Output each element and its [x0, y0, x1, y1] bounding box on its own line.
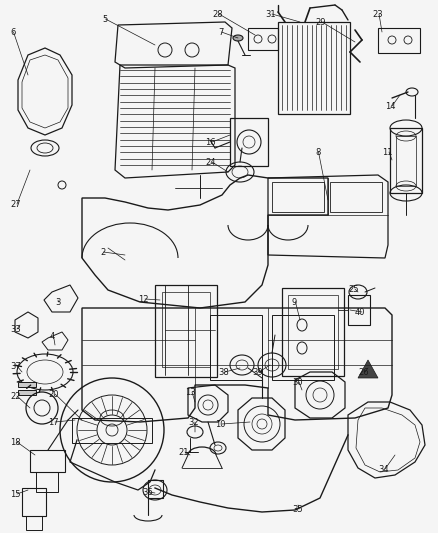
Bar — [272, 315, 334, 380]
Bar — [18, 382, 36, 387]
Bar — [162, 292, 210, 367]
Bar — [22, 488, 46, 516]
Text: 13: 13 — [185, 388, 196, 397]
Bar — [396, 136, 416, 186]
Polygon shape — [358, 360, 378, 378]
Text: 5: 5 — [102, 15, 107, 24]
Bar — [282, 288, 344, 376]
Bar — [248, 28, 278, 50]
Bar — [288, 295, 338, 369]
Text: 26: 26 — [358, 368, 369, 377]
Text: 12: 12 — [138, 295, 148, 304]
Text: 20: 20 — [48, 390, 59, 399]
Ellipse shape — [233, 35, 243, 41]
Text: 15: 15 — [10, 490, 21, 499]
Bar — [30, 450, 65, 472]
Bar — [72, 418, 152, 443]
Text: 14: 14 — [385, 102, 396, 111]
Text: 24: 24 — [205, 158, 215, 167]
Bar — [210, 315, 262, 380]
Text: 37: 37 — [10, 362, 21, 371]
Text: 27: 27 — [10, 200, 21, 209]
Bar — [272, 182, 324, 212]
Text: 34: 34 — [378, 465, 389, 474]
Bar — [148, 480, 163, 498]
Text: 11: 11 — [382, 148, 392, 157]
Text: 30: 30 — [292, 378, 303, 387]
Text: 40: 40 — [355, 308, 365, 317]
Text: 36: 36 — [142, 488, 153, 497]
Text: 38: 38 — [218, 368, 229, 377]
Text: 10: 10 — [215, 420, 226, 429]
Text: 2: 2 — [100, 248, 105, 257]
Bar — [230, 118, 268, 166]
Bar — [36, 472, 58, 492]
Text: 32: 32 — [188, 418, 198, 427]
Text: 18: 18 — [10, 438, 21, 447]
Text: 21: 21 — [178, 448, 188, 457]
Text: 31: 31 — [265, 10, 276, 19]
Text: 17: 17 — [48, 418, 59, 427]
Text: 6: 6 — [10, 28, 15, 37]
Bar — [390, 128, 422, 193]
Text: 39: 39 — [252, 368, 263, 377]
Bar — [155, 285, 217, 377]
Text: 9: 9 — [292, 298, 297, 307]
Bar — [378, 28, 420, 53]
Text: 8: 8 — [315, 148, 320, 157]
Text: 23: 23 — [372, 10, 383, 19]
Bar — [330, 182, 382, 212]
Bar — [348, 295, 370, 325]
Text: 33: 33 — [10, 325, 21, 334]
Text: 16: 16 — [205, 138, 215, 147]
Text: 28: 28 — [212, 10, 223, 19]
Bar — [18, 390, 36, 395]
Text: 4: 4 — [50, 332, 55, 341]
Text: 35: 35 — [292, 505, 303, 514]
Text: 3: 3 — [55, 298, 60, 307]
Bar — [278, 22, 350, 114]
Bar — [26, 516, 42, 530]
Text: 22: 22 — [10, 392, 21, 401]
Text: 29: 29 — [315, 18, 325, 27]
Text: 25: 25 — [348, 285, 358, 294]
Text: 7: 7 — [218, 28, 223, 37]
